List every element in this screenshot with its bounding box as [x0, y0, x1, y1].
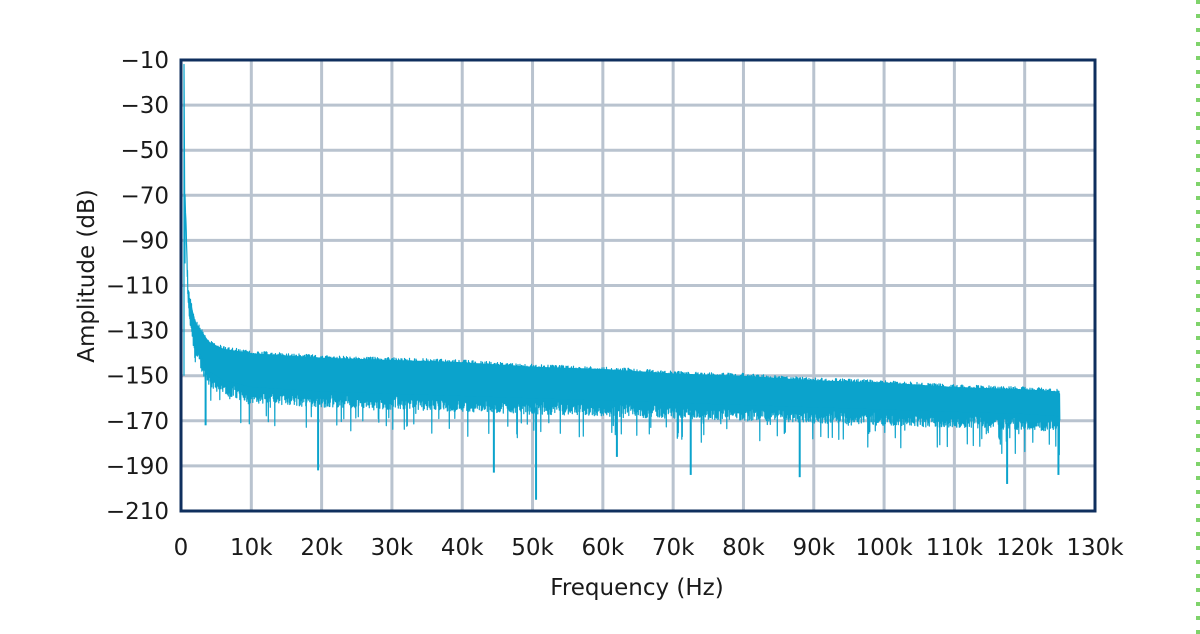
y-axis-tick-labels: −10 −30 −50 −70 −90 −110 −130 −150 −170 −190 −210: [106, 48, 169, 525]
y-tick-label: −70: [120, 183, 169, 209]
y-tick-label: −50: [120, 138, 169, 164]
x-tick-label: 40k: [441, 535, 484, 561]
y-tick-label: −190: [106, 454, 169, 480]
x-tick-label: 60k: [582, 535, 625, 561]
grid-lines: [181, 60, 1095, 511]
x-tick-label: 0: [174, 535, 189, 561]
x-axis-tick-labels: 0 10k 20k 30k 40k 50k 60k 70k 80k 90k 100k 110k 120k…: [174, 535, 1125, 561]
x-tick-label: 30k: [371, 535, 414, 561]
y-tick-label: −110: [106, 274, 169, 300]
x-tick-label: 90k: [792, 535, 835, 561]
x-tick-label: 10k: [230, 535, 273, 561]
y-tick-label: −10: [120, 48, 169, 74]
y-tick-label: −130: [106, 319, 169, 345]
x-tick-label: 50k: [511, 535, 554, 561]
spectrum-band: [190, 297, 1060, 417]
y-tick-label: −30: [120, 93, 169, 119]
y-tick-label: −90: [120, 228, 169, 254]
x-tick-label: 110k: [926, 535, 984, 561]
plot-frame: [179, 58, 1097, 513]
x-tick-label: 70k: [652, 535, 695, 561]
y-tick-label: −210: [106, 499, 169, 525]
spectrum-trace: [183, 63, 1061, 500]
x-axis-title: Frequency (Hz): [550, 575, 723, 601]
x-tick-label: 20k: [300, 535, 343, 561]
x-tick-label: 80k: [722, 535, 765, 561]
y-axis-title: Amplitude (dB): [74, 189, 100, 363]
y-tick-label: −150: [106, 364, 169, 390]
page-edge-marker: [1196, 0, 1200, 634]
x-tick-label: 100k: [855, 535, 913, 561]
x-tick-label: 130k: [1066, 535, 1124, 561]
y-tick-label: −170: [106, 409, 169, 435]
x-tick-label: 120k: [996, 535, 1054, 561]
